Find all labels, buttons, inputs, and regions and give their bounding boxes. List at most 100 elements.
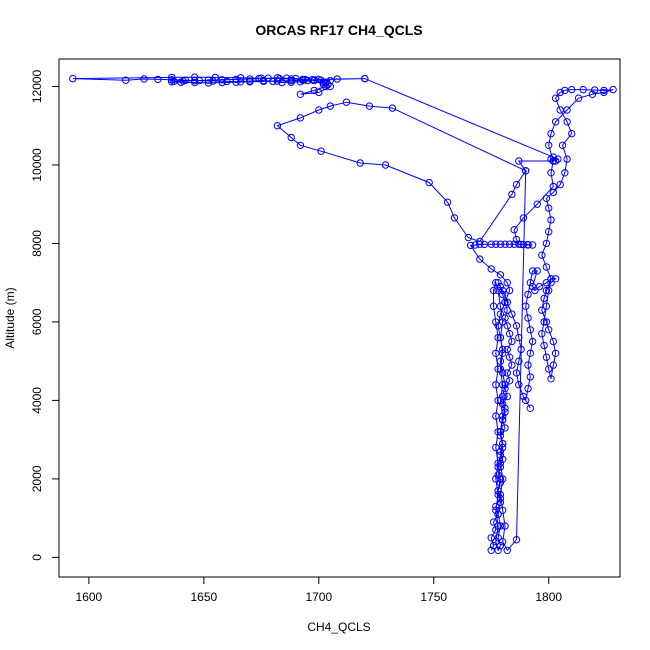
data-point: [259, 77, 268, 86]
data-point: [503, 322, 511, 330]
data-point: [501, 240, 509, 248]
data-point: [542, 353, 551, 361]
data-point: [232, 75, 240, 84]
data-point: [322, 78, 330, 87]
data-point: [122, 76, 130, 84]
data-point: [499, 286, 507, 295]
data-point: [512, 235, 521, 244]
data-point: [492, 538, 500, 546]
data-point: [561, 169, 569, 177]
data-point: [549, 337, 557, 346]
data-point: [496, 240, 505, 248]
data-point: [273, 74, 282, 82]
data-point: [494, 510, 502, 518]
data-point: [489, 541, 498, 550]
data-point: [547, 216, 555, 224]
data-point: [501, 314, 509, 322]
data-point: [499, 318, 507, 326]
data-point: [501, 408, 509, 416]
data-point: [524, 240, 532, 249]
data-point: [195, 76, 204, 85]
data-point: [551, 118, 560, 126]
data-point: [496, 271, 505, 279]
data-point: [533, 267, 541, 275]
data-point: [526, 404, 534, 412]
data-point: [282, 74, 291, 82]
data-point: [322, 82, 330, 91]
data-point: [542, 279, 551, 287]
data-point: [542, 194, 551, 203]
data-point: [496, 365, 505, 373]
x-axis: 1600 1650 1700 1750 1800: [76, 577, 562, 604]
data-point: [505, 353, 514, 361]
data-point: [299, 76, 307, 84]
data-point: [542, 318, 551, 326]
data-point: [499, 349, 507, 357]
data-point: [310, 86, 318, 95]
data-point: [528, 267, 537, 275]
data-point: [609, 85, 617, 94]
data-point: [494, 322, 502, 330]
data-point: [508, 361, 516, 369]
data-point: [296, 141, 305, 150]
data-point: [512, 322, 521, 330]
data-point: [232, 78, 240, 86]
y-tick-label: 8000: [30, 230, 44, 257]
data-point: [496, 522, 505, 530]
data-point: [551, 94, 560, 102]
data-point: [542, 263, 551, 271]
data-point: [505, 286, 514, 295]
data-point: [510, 226, 518, 234]
data-point: [579, 85, 587, 94]
data-point: [425, 178, 433, 187]
data-point: [535, 282, 544, 291]
data-point: [489, 286, 498, 295]
data-point: [496, 498, 505, 507]
data-point: [494, 286, 502, 295]
data-point: [499, 439, 507, 448]
x-tick-label: 1650: [190, 590, 217, 604]
data-point: [549, 361, 557, 369]
data-point: [342, 98, 351, 106]
data-point: [496, 302, 505, 310]
data-point: [503, 279, 511, 287]
data-point: [547, 155, 555, 163]
data-point: [494, 471, 502, 479]
data-point: [496, 310, 505, 318]
data-point: [547, 169, 555, 177]
data-point: [545, 286, 553, 295]
data-point: [503, 298, 511, 306]
data-point: [365, 102, 374, 110]
data-point: [236, 74, 245, 82]
y-tick-label: 4000: [30, 387, 44, 414]
y-axis: 0 2000 4000 6000 8000 10000 12000: [30, 69, 59, 561]
data-point: [533, 200, 541, 208]
data-point: [551, 157, 560, 165]
data-point: [540, 318, 548, 326]
data-point: [496, 333, 505, 342]
data-point: [494, 546, 502, 554]
data-point: [510, 240, 518, 248]
data-point: [246, 78, 254, 86]
data-point: [540, 341, 548, 350]
data-point: [554, 155, 562, 163]
data-point: [489, 518, 498, 526]
data-point: [333, 75, 341, 83]
data-point: [499, 475, 507, 483]
data-point: [508, 190, 516, 199]
data-point: [496, 447, 505, 456]
data-point: [515, 381, 523, 389]
data-point: [574, 94, 583, 102]
data-point: [563, 106, 571, 114]
data-point: [204, 76, 213, 84]
data-point: [503, 546, 511, 554]
data-point: [168, 78, 176, 86]
data-point: [540, 294, 548, 303]
data-point: [526, 373, 534, 381]
y-tick-label: 12000: [30, 69, 44, 103]
data-point: [236, 78, 245, 86]
data-point: [315, 88, 323, 97]
data-point: [492, 349, 500, 357]
data-point: [512, 369, 521, 377]
